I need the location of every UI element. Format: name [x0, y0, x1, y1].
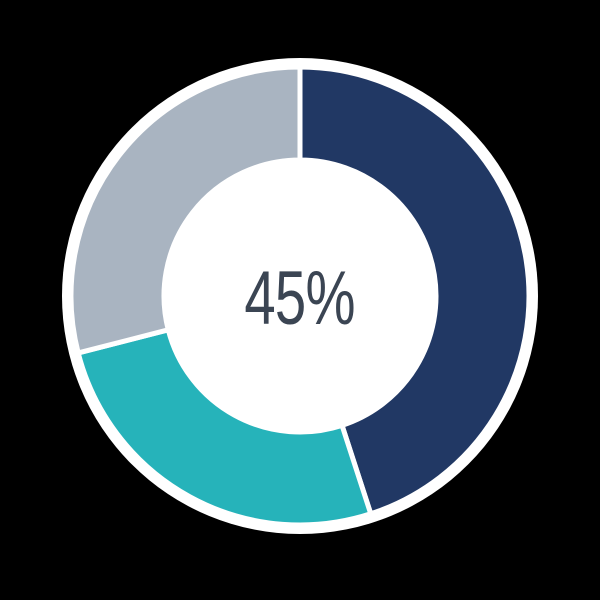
donut-segment-gray [68, 64, 303, 356]
donut-segment-teal [75, 326, 374, 528]
donut-segments [68, 64, 532, 528]
donut-segment-navy [297, 64, 532, 517]
